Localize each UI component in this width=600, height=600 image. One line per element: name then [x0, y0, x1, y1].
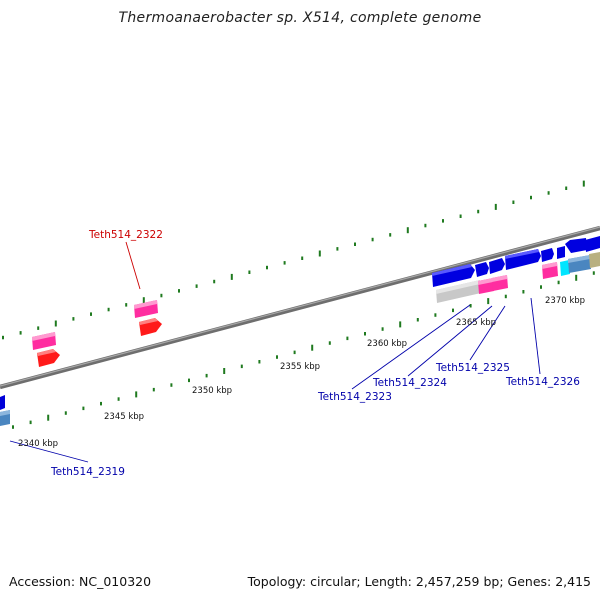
scale-label-2345: 2345 kbp — [104, 412, 144, 422]
gene-label-teth514-2319[interactable]: Teth514_2319 — [50, 466, 125, 478]
leader-teth514-2319 — [9, 440, 89, 463]
gene-label-teth514-2323[interactable]: Teth514_2323 — [317, 391, 392, 403]
gene-magenta-teth514-2322[interactable] — [134, 300, 158, 318]
gene-blue-cluster[interactable] — [432, 236, 600, 287]
leader-teth514-2326 — [530, 297, 541, 375]
gene-label-teth514-2324[interactable]: Teth514_2324 — [372, 377, 447, 389]
gene-tan-right[interactable] — [589, 252, 600, 268]
upper-tick-row — [2, 180, 585, 340]
scale-label-2355: 2355 kbp — [280, 362, 320, 372]
scale-label-2370: 2370 kbp — [545, 296, 585, 306]
gene-cyan[interactable] — [560, 260, 570, 276]
gene-gray-teth514-2323[interactable] — [436, 280, 481, 303]
accession-text: Accession: NC_010320 — [9, 574, 152, 589]
lower-tick-row — [12, 271, 595, 429]
leader-teth514-2323 — [351, 304, 471, 390]
scale-label-2350: 2350 kbp — [192, 386, 232, 396]
scale-label-2340: 2340 kbp — [18, 439, 58, 449]
gene-label-teth514-2322[interactable]: Teth514_2322 — [88, 229, 163, 241]
leader-teth514-2325 — [469, 305, 506, 361]
leader-teth514-2322 — [125, 241, 141, 290]
leader-teth514-2324 — [407, 305, 493, 377]
gene-magenta-teth514-2325[interactable] — [492, 275, 508, 291]
scale-label-2360: 2360 kbp — [367, 339, 407, 349]
map-title: Thermoanaerobacter sp. X514, complete ge… — [118, 10, 482, 26]
gene-blue-left[interactable] — [0, 395, 5, 410]
genome-backbone-highlight — [0, 226, 600, 387]
gene-label-teth514-2325[interactable]: Teth514_2325 — [435, 362, 510, 374]
gene-label-teth514-2326[interactable]: Teth514_2326 — [505, 376, 580, 388]
gene-magenta-teth514-2324[interactable] — [478, 278, 494, 294]
gene-steel-left[interactable] — [0, 410, 10, 426]
gene-red-1[interactable] — [37, 349, 60, 367]
scale-label-2365: 2365 kbp — [456, 318, 496, 328]
gene-steel-right[interactable] — [568, 255, 591, 273]
gene-red-2[interactable] — [139, 318, 162, 336]
gene-magenta-teth514-2326[interactable] — [542, 262, 558, 279]
genome-backbone — [0, 225, 600, 390]
gene-magenta-1[interactable] — [32, 332, 56, 350]
genome-summary-text: Topology: circular; Length: 2,457,259 bp… — [247, 574, 591, 589]
